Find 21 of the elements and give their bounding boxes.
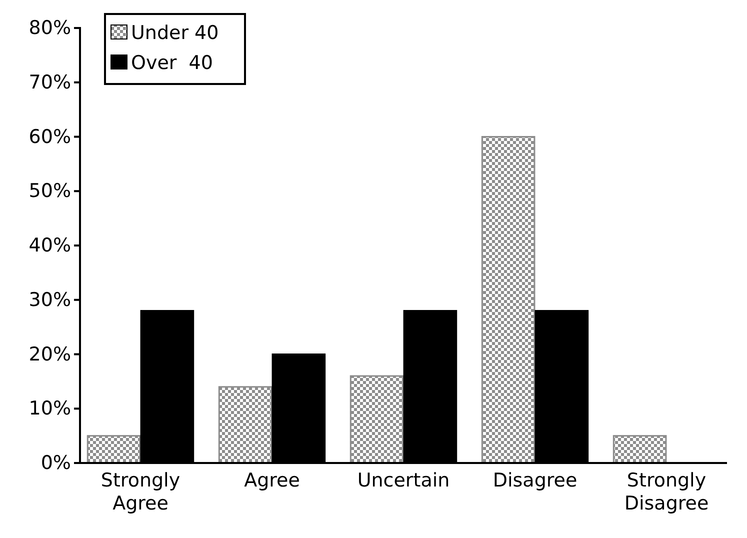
legend-label: Over 40	[131, 52, 213, 74]
y-tick-label: 50%	[28, 180, 71, 202]
y-tick-label: 30%	[28, 288, 71, 311]
x-tick-label: Agree	[244, 469, 300, 492]
y-tick-label: 60%	[28, 126, 71, 148]
y-tick-label: 70%	[28, 71, 71, 94]
x-tick-label: Disagree	[492, 469, 578, 492]
y-tick-label: 20%	[28, 343, 71, 366]
bar	[218, 386, 272, 464]
y-tick-label: 40%	[28, 234, 71, 257]
bar	[481, 136, 536, 464]
y-tick-label: 0%	[40, 452, 71, 474]
bar	[86, 435, 141, 464]
bar	[612, 435, 667, 464]
x-tick-label: Strongly Disagree	[624, 469, 709, 514]
x-tick-label: Uncertain	[357, 469, 450, 492]
y-tick-label: 10%	[28, 398, 71, 420]
y-tick-label: 80%	[28, 17, 71, 40]
bar	[350, 375, 404, 464]
x-tick-label: Strongly Agree	[100, 469, 180, 514]
legend-label: Under 40	[131, 22, 219, 44]
